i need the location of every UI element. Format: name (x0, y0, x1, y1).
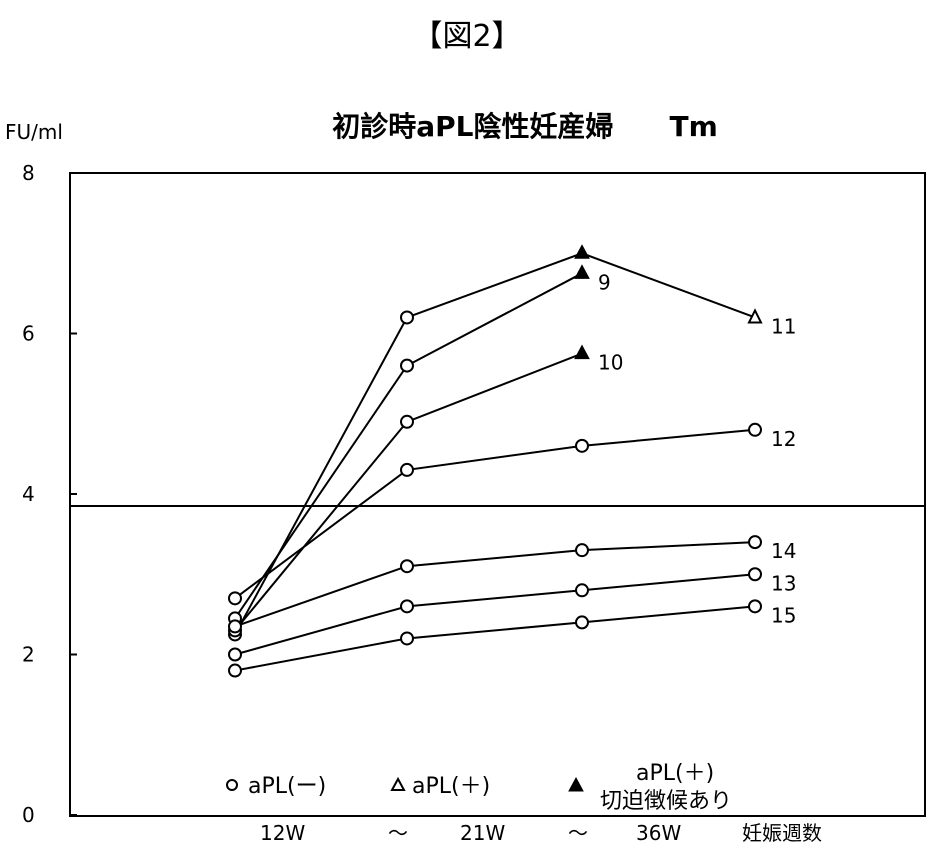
y-tick-label: 6 (22, 322, 35, 346)
series-line-12 (235, 430, 755, 599)
data-point-circle (576, 584, 588, 596)
data-point-circle (576, 616, 588, 628)
data-point-circle (749, 536, 761, 548)
data-point-circle (401, 311, 413, 323)
data-point-circle (229, 592, 241, 604)
legend-label-positive-sign-2: 切迫徴候あり (600, 789, 732, 814)
series-label: 11 (771, 314, 796, 338)
data-point-circle (229, 665, 241, 677)
legend-triangle-marker (392, 779, 404, 790)
x-axis-label: 妊娠週数 (742, 821, 822, 845)
x-tick-label: 21W (460, 821, 505, 845)
data-point-circle (576, 440, 588, 452)
y-axis-label: FU/ml (5, 120, 63, 144)
data-point-circle (401, 360, 413, 372)
data-point-filled-triangle (575, 265, 589, 278)
data-point-circle (401, 560, 413, 572)
data-point-circle (229, 620, 241, 632)
data-point-filled-triangle (575, 346, 589, 359)
data-point-filled-triangle (575, 245, 589, 258)
data-point-circle (401, 600, 413, 612)
data-point-circle (401, 464, 413, 476)
data-point-circle (229, 649, 241, 661)
legend-label-positive-sign-1: aPL(＋) (636, 761, 714, 786)
chart-title: 初診時aPL陰性妊産婦 Tm (332, 110, 718, 143)
series-label: 9 (598, 270, 611, 294)
data-point-circle (749, 568, 761, 580)
series-label: 15 (771, 603, 796, 627)
x-tick-label: 36W (636, 821, 681, 845)
series-line-15 (235, 606, 755, 670)
y-tick-label: 2 (22, 643, 35, 667)
data-point-circle (749, 600, 761, 612)
legend-label-positive: aPL(＋) (412, 774, 490, 799)
data-point-circle (401, 416, 413, 428)
y-tick-label: 4 (22, 482, 35, 506)
x-tick-separator: 〜 (568, 821, 588, 845)
data-point-circle (401, 632, 413, 644)
legend: aPL(ー) aPL(＋) aPL(＋) 切迫徴候あり (227, 761, 732, 814)
figure-label: 【図2】 (412, 19, 521, 54)
series-label: 10 (598, 351, 623, 375)
legend-circle-marker (227, 780, 237, 790)
x-tick-separator: 〜 (388, 821, 408, 845)
series-label: 14 (771, 539, 796, 563)
y-tick-label: 0 (22, 803, 35, 827)
y-tick-label: 8 (22, 161, 35, 185)
legend-label-negative: aPL(ー) (248, 774, 326, 799)
data-point-circle (749, 424, 761, 436)
series-line-10 (235, 354, 582, 631)
series-line-11 (235, 253, 755, 634)
plot-frame (70, 173, 925, 816)
data-point-circle (576, 544, 588, 556)
x-tick-label: 12W (260, 821, 305, 845)
legend-filled-triangle-marker (569, 778, 583, 791)
series-label: 13 (771, 571, 796, 595)
series-label: 12 (771, 427, 796, 451)
